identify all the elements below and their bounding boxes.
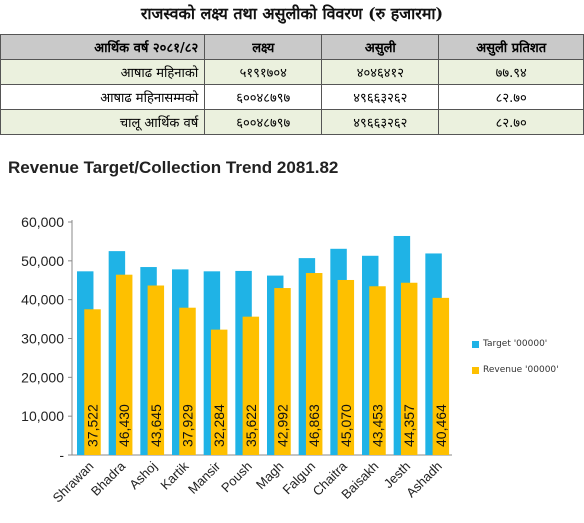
x-tick-label: Ashadh xyxy=(403,459,445,501)
legend-swatch-revenue xyxy=(472,366,479,374)
revenue-bar xyxy=(242,316,260,455)
revenue-data-label: 43,453 xyxy=(370,404,386,447)
x-tick-label: Mansir xyxy=(185,458,224,497)
table-row: चालू आर्थिक वर्ष ६००४८७९७ ४९६६३२६२ ८२.७० xyxy=(0,109,584,135)
revenue-bar xyxy=(147,285,165,455)
x-tick-label: Bhadra xyxy=(88,458,129,499)
legend-item-revenue: Revenue '00000' xyxy=(472,365,559,375)
column-header-fiscal-year: आर्थिक वर्ष २०८१/८२ xyxy=(0,34,206,60)
legend-label-revenue: Revenue '00000' xyxy=(483,365,559,375)
chart-title: Revenue Target/Collection Trend 2081.82 xyxy=(8,158,339,177)
revenue-data-label: 37,522 xyxy=(85,404,101,447)
column-header-collection: असुली xyxy=(321,34,440,60)
revenue-bar xyxy=(115,274,133,455)
x-tick-label: Shrawan xyxy=(50,459,97,506)
table-row: आषाढ महिनाको ५१९१७०४ ४०४६४१२ ७७.९४ xyxy=(0,59,584,85)
revenue-bar xyxy=(305,273,323,455)
y-tick-label: 50,000 xyxy=(21,253,64,269)
revenue-data-label: 35,622 xyxy=(243,404,259,447)
table-cell: ६००४८७९७ xyxy=(204,84,323,110)
table-cell: आषाढ महिनाको xyxy=(0,59,206,85)
y-tick-label: 20,000 xyxy=(21,369,64,385)
revenue-bar xyxy=(400,282,418,455)
revenue-bar xyxy=(432,297,450,455)
table-cell: ५१९१७०४ xyxy=(204,59,323,85)
table-header-row: आर्थिक वर्ष २०८१/८२ लक्ष्य असुली असुली प… xyxy=(0,34,584,60)
revenue-data-label: 42,992 xyxy=(275,404,291,447)
y-tick-label: 40,000 xyxy=(21,292,64,308)
legend-item-target: Target '00000' xyxy=(472,339,547,349)
y-tick-label: 10,000 xyxy=(21,408,64,424)
column-header-collection-percent: असुली प्रतिशत xyxy=(438,34,584,60)
y-tick-label: - xyxy=(59,447,64,463)
legend-label-target: Target '00000' xyxy=(483,339,548,349)
table-cell: चालू आर्थिक वर्ष xyxy=(0,109,206,135)
table-cell: ८२.७० xyxy=(438,84,584,110)
y-tick-label: 30,000 xyxy=(21,331,64,347)
revenue-data-label: 46,430 xyxy=(116,404,132,447)
column-header-target: लक्ष्य xyxy=(204,34,323,60)
revenue-data-label: 43,645 xyxy=(148,404,164,447)
revenue-bar xyxy=(84,309,101,455)
table-cell: ४०४६४१२ xyxy=(321,59,440,85)
revenue-data-label: 37,929 xyxy=(180,404,196,447)
revenue-data-label: 45,070 xyxy=(338,404,354,447)
x-tick-label: Poush xyxy=(218,459,255,496)
table-cell: आषाढ महिनासम्मको xyxy=(0,84,206,110)
table-cell: ४९६६३२६२ xyxy=(321,84,440,110)
table-row: आषाढ महिनासम्मको ६००४८७९७ ४९६६३२६२ ८२.७० xyxy=(0,84,584,110)
table-cell: ८२.७० xyxy=(438,109,584,135)
y-tick-label: 60,000 xyxy=(21,214,64,230)
revenue-summary-table: आर्थिक वर्ष २०८१/८२ लक्ष्य असुली असुली प… xyxy=(0,34,584,135)
revenue-data-label: 46,863 xyxy=(306,404,322,447)
table-cell: ७७.९४ xyxy=(438,59,584,85)
revenue-data-label: 44,357 xyxy=(401,404,417,447)
revenue-data-label: 40,464 xyxy=(433,404,449,447)
legend-swatch-target xyxy=(472,340,479,348)
revenue-bar-chart: - 10,000 20,000 30,000 40,000 50,000 60,000 37,… xyxy=(21,214,452,506)
revenue-bar xyxy=(274,288,291,455)
revenue-bar xyxy=(179,307,196,455)
revenue-bar xyxy=(369,286,386,455)
page-title: राजस्वको लक्ष्य तथा असुलीको विवरण (रु हज… xyxy=(140,4,444,23)
revenue-data-label: 32,284 xyxy=(211,404,227,447)
revenue-bar xyxy=(210,329,228,455)
table-cell: ६००४८७९७ xyxy=(204,109,323,135)
x-tick-label: Ashoj xyxy=(126,458,160,492)
revenue-bar xyxy=(337,279,355,455)
table-cell: ४९६६३२६२ xyxy=(321,109,440,135)
